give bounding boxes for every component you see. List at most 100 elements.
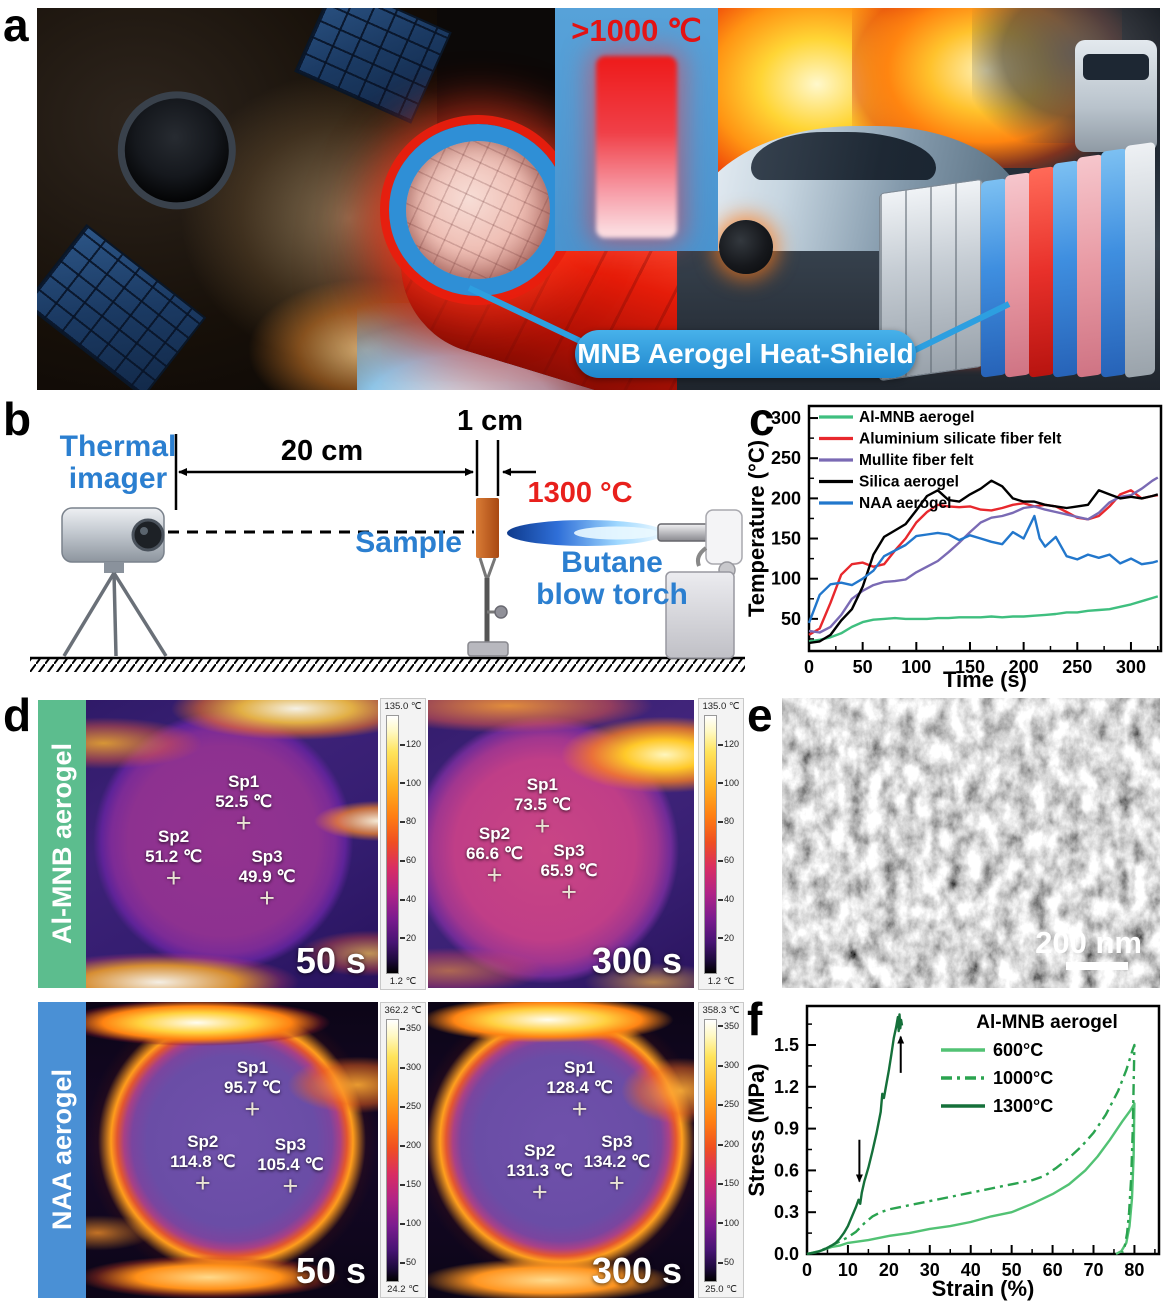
spot-marker: Sp2 114.8 ℃ + [170, 1132, 236, 1199]
x-tick-label: 80 [1124, 1260, 1144, 1280]
cross-icon: + [534, 810, 551, 841]
material-bar-naa: NAA aerogel [38, 1002, 86, 1298]
y-axis-label: Stress (MPa) [745, 1063, 769, 1196]
y-tick-label: 0.0 [774, 1244, 799, 1264]
panel-f-letter: f [747, 993, 763, 1045]
x-tick-label: 300 [1116, 657, 1146, 677]
y-tick-label: 1.5 [774, 1035, 799, 1055]
temperature-gradient-bar [596, 56, 677, 238]
thermal-color-scale: 362.2 ℃ 350 300 250 200 150 100 50 24.2 ℃ [380, 1002, 426, 1298]
sample-stand-icon [467, 557, 509, 657]
x-tick-label: 200 [1009, 657, 1039, 677]
temperature-time-chart: 0 50 100 150 200 250 300 50 100 150 200 250 300 Time … [745, 404, 1163, 692]
y-tick-label: 250 [771, 448, 801, 468]
legend-title: Al-MNB aerogel [976, 1012, 1117, 1033]
sem-image: 200 nm [782, 698, 1160, 988]
thermal-gradient-bar [704, 715, 717, 974]
series-line [808, 489, 1158, 636]
x-tick-label: 0 [802, 1260, 812, 1280]
thermal-color-scale: 135.0 ℃ 120 100 80 60 40 20 1.2 ℃ [698, 698, 744, 990]
legend-item: Silica aerogel [859, 474, 959, 491]
thermal-color-scale: 135.0 ℃ 120 100 80 60 40 20 1.2 ℃ [380, 698, 426, 990]
thermal-imager-label-2: imager [69, 462, 168, 495]
series-line [806, 1043, 1136, 1256]
thermal-image-naa-50s: Sp1 95.7 ℃ + Sp2 114.8 ℃ + Sp3 105.4 ℃ +… [86, 1002, 378, 1298]
cross-icon: + [194, 1168, 211, 1199]
car-windows [751, 132, 936, 180]
flame-temp-label: 1300 °C [527, 477, 632, 509]
gap-label: 1 cm [457, 405, 523, 437]
sample-swatch [476, 498, 499, 558]
legend-item: 1300°C [993, 1096, 1053, 1116]
thermal-gradient-bar [386, 715, 399, 974]
spot-marker: Sp2 66.6 ℃ + [466, 823, 523, 890]
x-tick-label: 250 [1062, 657, 1092, 677]
spot-marker: Sp1 52.5 ℃ + [215, 772, 273, 838]
y-tick-label: 1.2 [774, 1077, 799, 1097]
sem-scalebar-label: 200 nm [1035, 925, 1142, 960]
legend-item: 600°C [993, 1040, 1043, 1060]
x-tick-label: 20 [879, 1260, 899, 1280]
ground-hatch [30, 659, 745, 672]
spot-marker: Sp1 73.5 ℃ + [513, 774, 571, 841]
torch-flame-core [574, 526, 658, 540]
panel-c-letter: c [749, 393, 775, 445]
sem-scalebar [1066, 962, 1128, 970]
sample-label: Sample [355, 526, 462, 559]
cross-icon: + [608, 1168, 625, 1199]
series-line [808, 479, 1159, 645]
sem-texture [782, 698, 1160, 988]
legend-item: NAA aerogel [859, 495, 951, 512]
x-tick-label: 60 [1043, 1260, 1063, 1280]
cross-icon: + [244, 1094, 261, 1125]
legend-item: Aluminium silicate fiber felt [859, 431, 1061, 448]
cross-icon: + [259, 882, 275, 913]
legend-item: Mullite fiber felt [859, 452, 974, 469]
series-line [806, 1013, 904, 1256]
heat-shield-pill-label: MNB Aerogel Heat-Shield [575, 330, 916, 378]
thermal-imager-label-1: Thermal [60, 430, 177, 463]
thermal-image-naa-300s: Sp1 128.4 ℃ + Sp2 131.3 ℃ + Sp3 134.2 ℃ … [428, 1002, 694, 1298]
x-tick-label: 30 [920, 1260, 940, 1280]
series-line [806, 1102, 1136, 1256]
cross-icon: + [571, 1094, 588, 1125]
spot-marker: Sp2 51.2 ℃ + [145, 826, 203, 893]
spot-marker: Sp3 105.4 ℃ + [257, 1135, 324, 1202]
thermal-gradient-bar [704, 1019, 717, 1282]
temperature-badge: >1000 ℃ [571, 13, 702, 48]
panel-e-letter: e [747, 689, 773, 741]
torch-label-2: blow torch [536, 578, 688, 611]
x-tick-label: 150 [955, 657, 985, 677]
cross-icon: + [282, 1171, 299, 1202]
gas-canister-icon [665, 571, 735, 659]
material-label: NAA aerogel [46, 1069, 77, 1231]
y-tick-label: 100 [771, 569, 801, 589]
cross-icon: + [486, 859, 503, 890]
cross-icon: + [561, 877, 577, 908]
y-tick-label: 50 [781, 609, 801, 629]
y-tick-label: 300 [771, 408, 801, 428]
truck-illustration [1075, 40, 1157, 152]
panel-d-letter: d [3, 689, 32, 741]
truck-windshield [1083, 54, 1149, 80]
thermal-image-al-mnb-300s: Sp1 73.5 ℃ + Sp2 66.6 ℃ + Sp3 65.9 ℃ + 3… [428, 700, 694, 988]
panel-a-illustration: >1000 ℃ MNB Aerogel Heat-Shield [37, 8, 1160, 390]
cross-icon: + [165, 862, 182, 893]
material-bar-al-mnb: Al-MNB aerogel [38, 700, 86, 988]
cross-icon: + [531, 1177, 548, 1208]
y-axis-label: Temperature (°C) [745, 440, 769, 617]
y-tick-label: 200 [771, 488, 801, 508]
thermal-gradient-bar [386, 1019, 399, 1282]
spot-marker: Sp2 131.3 ℃ + [506, 1141, 573, 1208]
series-line [808, 595, 1159, 643]
stress-strain-chart: 0 10 20 30 40 50 60 70 80 0.0 0.3 0.6 0.9 1.2 1.5 Strai… [745, 1004, 1161, 1301]
spot-marker: Sp1 128.4 ℃ + [546, 1058, 613, 1125]
y-tick-label: 0.6 [774, 1160, 799, 1180]
car-wheel [719, 220, 773, 274]
panel-a-letter: a [3, 0, 29, 51]
x-tick-label: 0 [804, 657, 814, 677]
y-tick-label: 0.3 [774, 1202, 799, 1222]
x-tick-label: 40 [961, 1260, 981, 1280]
series-line [808, 476, 1159, 634]
x-tick-label: 50 [1002, 1260, 1022, 1280]
